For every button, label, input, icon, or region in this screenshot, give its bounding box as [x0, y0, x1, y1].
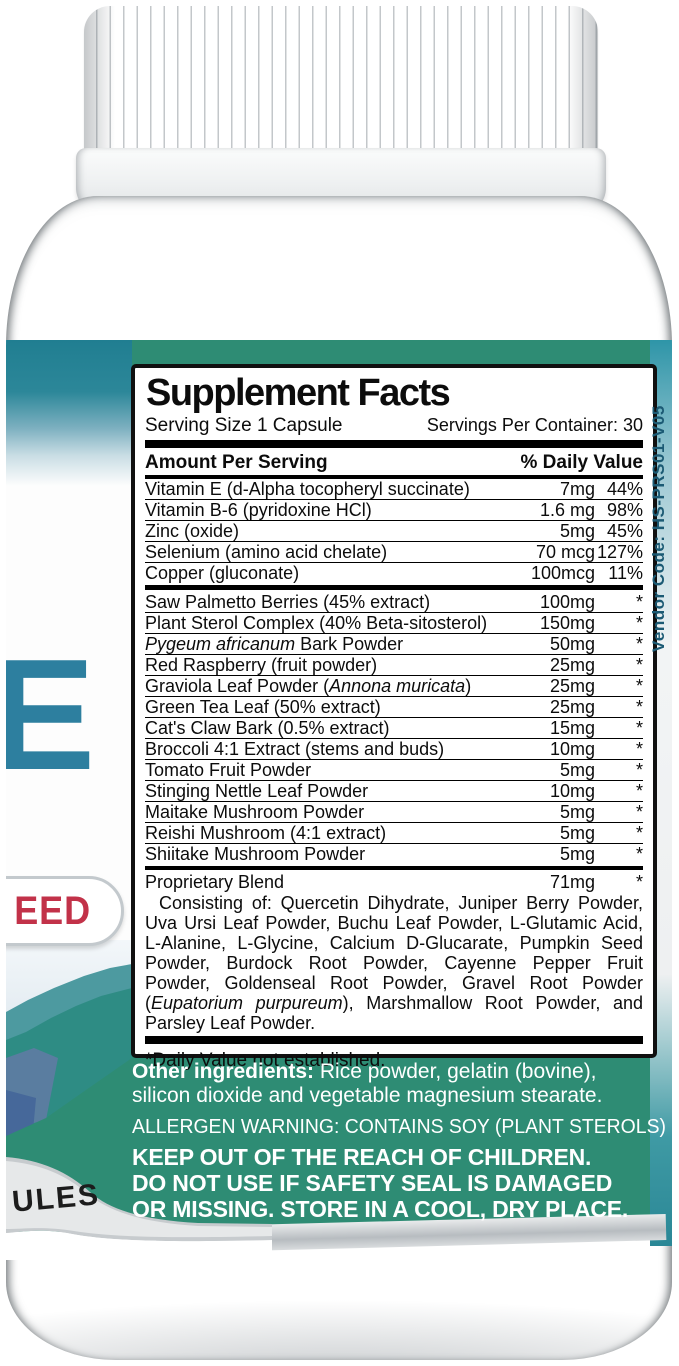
proprietary-blend-row: Proprietary Blend 71mg * — [145, 872, 643, 893]
table-row: Vitamin B-6 (pyridoxine HCl) 1.6 mg 98% — [145, 499, 643, 521]
supplement-facts-title: Supplement Facts — [146, 372, 451, 414]
front-label-teal-band — [6, 340, 132, 492]
daily-value-footnote: *Daily Value not established. — [145, 1050, 386, 1072]
table-row: Green Tea Leaf (50% extract) 25mg * — [145, 696, 643, 718]
serving-size: Serving Size 1 Capsule — [145, 415, 343, 437]
table-row: Broccoli 4:1 Extract (stems and buds) 10m… — [145, 738, 643, 760]
table-row: Plant Sterol Complex (40% Beta-sitostero… — [145, 612, 643, 634]
allergen-warning: ALLERGEN WARNING: CONTAINS SOY (PLANT ST… — [132, 1116, 672, 1138]
servings-per-container: Servings Per Container: 30 — [426, 415, 643, 436]
table-row: Saw Palmetto Berries (45% extract) 100mg * — [145, 592, 643, 613]
amount-per-serving-header: Amount Per Serving — [145, 452, 328, 474]
table-row: Shiitake Mushroom Powder 5mg * — [145, 843, 643, 865]
divider-bar — [145, 585, 643, 591]
table-row: Zinc (oxide) 5mg 45% — [145, 520, 643, 542]
other-ingredients: Other ingredients: Rice powder, gelatin … — [132, 1060, 603, 1107]
blend-amount: 71mg — [549, 872, 595, 893]
table-row: Tomato Fruit Powder 5mg * — [145, 759, 643, 781]
divider-bar — [145, 866, 643, 871]
blend-dv: * — [635, 872, 643, 893]
botanical-table: Saw Palmetto Berries (45% extract) 100mg *… — [145, 592, 643, 864]
caution-text: KEEP OUT OF THE REACH OF CHILDREN. DO NO… — [132, 1144, 662, 1222]
nutrient-table: Vitamin E (d-Alpha tocopheryl succinate)… — [145, 479, 643, 583]
divider-bar — [145, 440, 643, 449]
table-row: Graviola Leaf Powder (Annona muricata) 25… — [145, 675, 643, 697]
table-row: Red Raspberry (fruit powder) 25mg * — [145, 654, 643, 676]
vendor-code: Vendor Code: HS-PRS01-V05 — [649, 405, 668, 653]
table-row: Selenium (amino acid chelate) 70 mcg 127% — [145, 541, 643, 563]
blend-name: Proprietary Blend — [145, 872, 285, 893]
daily-value-header: % Daily Value — [520, 452, 643, 474]
table-row: Pygeum africanum Bark Powder 50mg * — [145, 633, 643, 655]
bottle-cap-ribbed — [84, 6, 598, 158]
front-label-edge: E — [6, 340, 132, 1232]
table-row: Cat's Claw Bark (0.5% extract) 15mg * — [145, 717, 643, 739]
caution-line: KEEP OUT OF THE REACH OF CHILDREN. — [132, 1144, 592, 1170]
table-row: Maitake Mushroom Powder 5mg * — [145, 801, 643, 823]
front-label-partial-letter: E — [6, 627, 96, 803]
blend-description: Consisting of: Quercetin Dihydrate, Juni… — [145, 893, 643, 1034]
supplement-facts-panel: Supplement Facts Serving Size 1 Capsule … — [131, 364, 657, 1071]
bottle-body: E ULES — [6, 196, 672, 1360]
caution-line: DO NOT USE IF SAFETY SEAL IS DAMAGED — [132, 1170, 613, 1196]
table-row: Copper (gluconate) 100mcg 11% — [145, 562, 643, 584]
caution-line: OR MISSING. STORE IN A COOL, DRY PLACE. — [132, 1196, 629, 1222]
table-row: Vitamin E (d-Alpha tocopheryl succinate)… — [145, 479, 643, 500]
table-row: Reishi Mushroom (4:1 extract) 5mg * — [145, 822, 643, 844]
table-row: Stinging Nettle Leaf Powder 10mg * — [145, 780, 643, 802]
silver-swoosh — [6, 1157, 272, 1260]
divider-bar — [145, 1036, 643, 1045]
